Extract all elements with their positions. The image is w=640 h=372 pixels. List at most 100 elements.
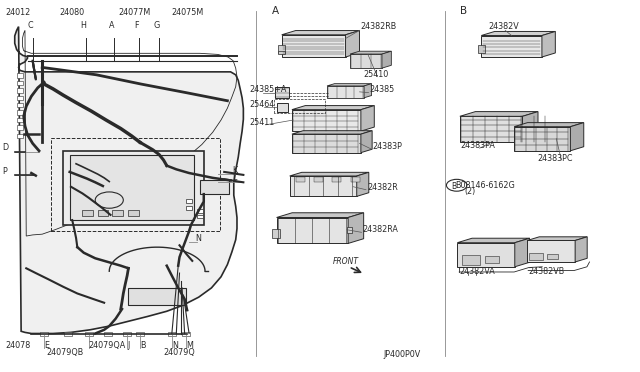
FancyBboxPatch shape [278,45,285,52]
Text: 24383PA: 24383PA [461,141,495,150]
Text: 24012: 24012 [6,9,31,17]
FancyBboxPatch shape [136,332,144,336]
Polygon shape [292,131,372,134]
FancyBboxPatch shape [168,332,175,336]
Polygon shape [382,51,391,68]
FancyBboxPatch shape [124,332,131,336]
FancyBboxPatch shape [529,253,543,260]
FancyBboxPatch shape [196,209,203,213]
Polygon shape [515,238,529,267]
FancyBboxPatch shape [98,210,108,217]
Text: 24079QA: 24079QA [89,341,126,350]
FancyBboxPatch shape [17,88,23,93]
Text: C: C [28,21,33,31]
Polygon shape [527,237,587,240]
FancyBboxPatch shape [17,73,23,78]
FancyBboxPatch shape [17,103,23,108]
Polygon shape [481,32,556,36]
FancyBboxPatch shape [17,81,23,85]
FancyBboxPatch shape [129,210,139,217]
Polygon shape [346,31,360,57]
Text: 24078: 24078 [6,341,31,350]
FancyBboxPatch shape [347,227,352,234]
Polygon shape [350,54,382,68]
Text: FRONT: FRONT [333,257,359,266]
Polygon shape [458,243,515,267]
FancyBboxPatch shape [186,206,192,210]
Polygon shape [282,35,346,57]
Polygon shape [290,176,356,196]
Text: N: N [195,234,201,243]
Text: N: N [172,341,178,350]
Polygon shape [282,31,360,35]
Text: B: B [452,182,457,191]
FancyBboxPatch shape [17,125,23,130]
FancyBboxPatch shape [332,177,341,182]
Text: A: A [109,21,115,31]
FancyBboxPatch shape [200,180,228,194]
FancyBboxPatch shape [83,210,93,217]
Polygon shape [458,238,529,243]
Polygon shape [481,36,542,57]
Polygon shape [522,112,538,142]
Text: (2): (2) [465,187,476,196]
FancyBboxPatch shape [17,110,23,115]
Polygon shape [575,237,587,262]
Polygon shape [290,172,369,176]
FancyBboxPatch shape [85,332,93,336]
FancyBboxPatch shape [186,199,192,203]
Text: B: B [461,6,468,16]
Text: D: D [2,143,8,152]
FancyBboxPatch shape [70,155,194,220]
Polygon shape [460,116,522,142]
Polygon shape [348,213,364,243]
Polygon shape [460,112,538,116]
Text: 24080: 24080 [60,9,84,17]
Text: 24383PC: 24383PC [537,154,573,163]
Text: 25411: 25411 [250,118,275,127]
FancyBboxPatch shape [462,255,479,264]
Polygon shape [542,32,556,57]
FancyBboxPatch shape [17,118,23,122]
Text: 24382VA: 24382VA [460,267,495,276]
FancyBboxPatch shape [40,332,48,336]
FancyBboxPatch shape [276,103,288,112]
Text: 25410: 25410 [364,70,388,79]
Text: 24077M: 24077M [119,9,151,17]
Polygon shape [292,106,374,110]
Polygon shape [356,172,369,196]
Text: 24382V: 24382V [488,22,519,31]
Text: 24382R: 24382R [367,183,398,192]
Text: L: L [232,173,236,182]
Text: 25464: 25464 [250,100,275,109]
Text: 24079QB: 24079QB [47,348,84,357]
Text: E: E [44,341,49,350]
Text: A: A [272,6,279,16]
Polygon shape [514,127,570,151]
FancyBboxPatch shape [484,256,499,263]
Polygon shape [570,123,584,151]
Polygon shape [350,51,391,54]
Text: H: H [80,21,86,31]
Text: F: F [134,21,138,31]
FancyBboxPatch shape [17,134,23,138]
Text: M: M [186,341,193,350]
FancyBboxPatch shape [63,151,204,225]
FancyBboxPatch shape [113,210,123,217]
FancyBboxPatch shape [129,288,186,305]
FancyBboxPatch shape [272,229,280,238]
Text: G: G [154,21,159,31]
Text: P: P [2,167,7,176]
FancyBboxPatch shape [104,332,112,336]
Polygon shape [514,123,584,127]
FancyBboxPatch shape [296,177,305,182]
Text: 24382VB: 24382VB [528,267,564,276]
FancyBboxPatch shape [351,177,360,182]
FancyBboxPatch shape [17,96,23,100]
FancyBboxPatch shape [64,332,72,336]
Text: J: J [127,341,129,350]
Polygon shape [527,240,575,262]
Text: 24382RA: 24382RA [363,225,399,234]
Polygon shape [361,106,374,131]
FancyBboxPatch shape [182,332,189,336]
